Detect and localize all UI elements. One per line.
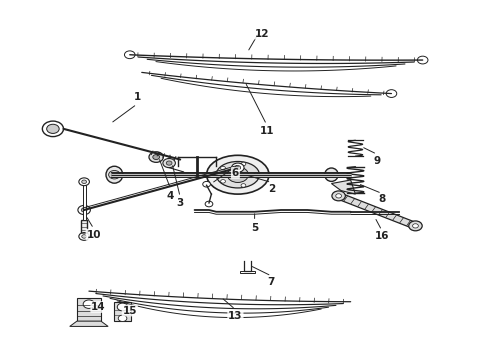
Circle shape bbox=[117, 303, 128, 311]
Circle shape bbox=[163, 158, 175, 168]
Circle shape bbox=[235, 166, 241, 170]
Text: 9: 9 bbox=[373, 156, 381, 166]
Polygon shape bbox=[337, 193, 417, 229]
Circle shape bbox=[118, 315, 127, 321]
Circle shape bbox=[47, 124, 59, 134]
Text: 11: 11 bbox=[259, 126, 274, 136]
Circle shape bbox=[409, 221, 422, 231]
Circle shape bbox=[166, 161, 172, 165]
Ellipse shape bbox=[325, 168, 338, 181]
Circle shape bbox=[82, 180, 87, 184]
Polygon shape bbox=[77, 298, 101, 321]
Text: 15: 15 bbox=[122, 306, 137, 315]
Polygon shape bbox=[331, 180, 355, 194]
Circle shape bbox=[78, 206, 90, 215]
Circle shape bbox=[332, 191, 345, 201]
Circle shape bbox=[417, 56, 428, 64]
Circle shape bbox=[254, 173, 258, 176]
Text: 2: 2 bbox=[268, 184, 275, 194]
Text: 8: 8 bbox=[378, 194, 386, 204]
Circle shape bbox=[232, 163, 244, 172]
Circle shape bbox=[149, 152, 163, 162]
Circle shape bbox=[79, 178, 89, 186]
Bar bbox=[81, 220, 88, 237]
Text: 7: 7 bbox=[268, 277, 275, 287]
Bar bbox=[83, 182, 86, 220]
Circle shape bbox=[42, 121, 64, 136]
Circle shape bbox=[205, 201, 213, 207]
Text: 4: 4 bbox=[167, 191, 174, 201]
Circle shape bbox=[153, 154, 160, 159]
Bar bbox=[240, 271, 255, 274]
Text: 5: 5 bbox=[251, 222, 258, 233]
Ellipse shape bbox=[106, 166, 123, 183]
Circle shape bbox=[413, 224, 418, 228]
Circle shape bbox=[220, 166, 225, 170]
Circle shape bbox=[79, 233, 89, 240]
Polygon shape bbox=[114, 302, 131, 321]
Circle shape bbox=[227, 167, 248, 183]
Circle shape bbox=[109, 171, 120, 179]
Circle shape bbox=[83, 300, 95, 309]
Text: 14: 14 bbox=[91, 302, 106, 312]
Circle shape bbox=[241, 162, 246, 166]
Ellipse shape bbox=[216, 162, 259, 188]
Text: 16: 16 bbox=[375, 231, 389, 242]
Circle shape bbox=[241, 184, 246, 187]
Circle shape bbox=[386, 90, 397, 98]
Polygon shape bbox=[70, 321, 108, 327]
Circle shape bbox=[124, 51, 135, 59]
Circle shape bbox=[203, 181, 210, 187]
Text: 1: 1 bbox=[133, 92, 141, 102]
Circle shape bbox=[82, 235, 87, 238]
Circle shape bbox=[81, 208, 87, 212]
Text: 3: 3 bbox=[176, 198, 184, 208]
Text: 6: 6 bbox=[232, 168, 239, 178]
Text: 13: 13 bbox=[228, 311, 243, 321]
Ellipse shape bbox=[207, 155, 269, 194]
Circle shape bbox=[336, 194, 342, 198]
Circle shape bbox=[220, 180, 225, 183]
Text: 10: 10 bbox=[87, 230, 101, 240]
Text: 12: 12 bbox=[255, 28, 269, 39]
